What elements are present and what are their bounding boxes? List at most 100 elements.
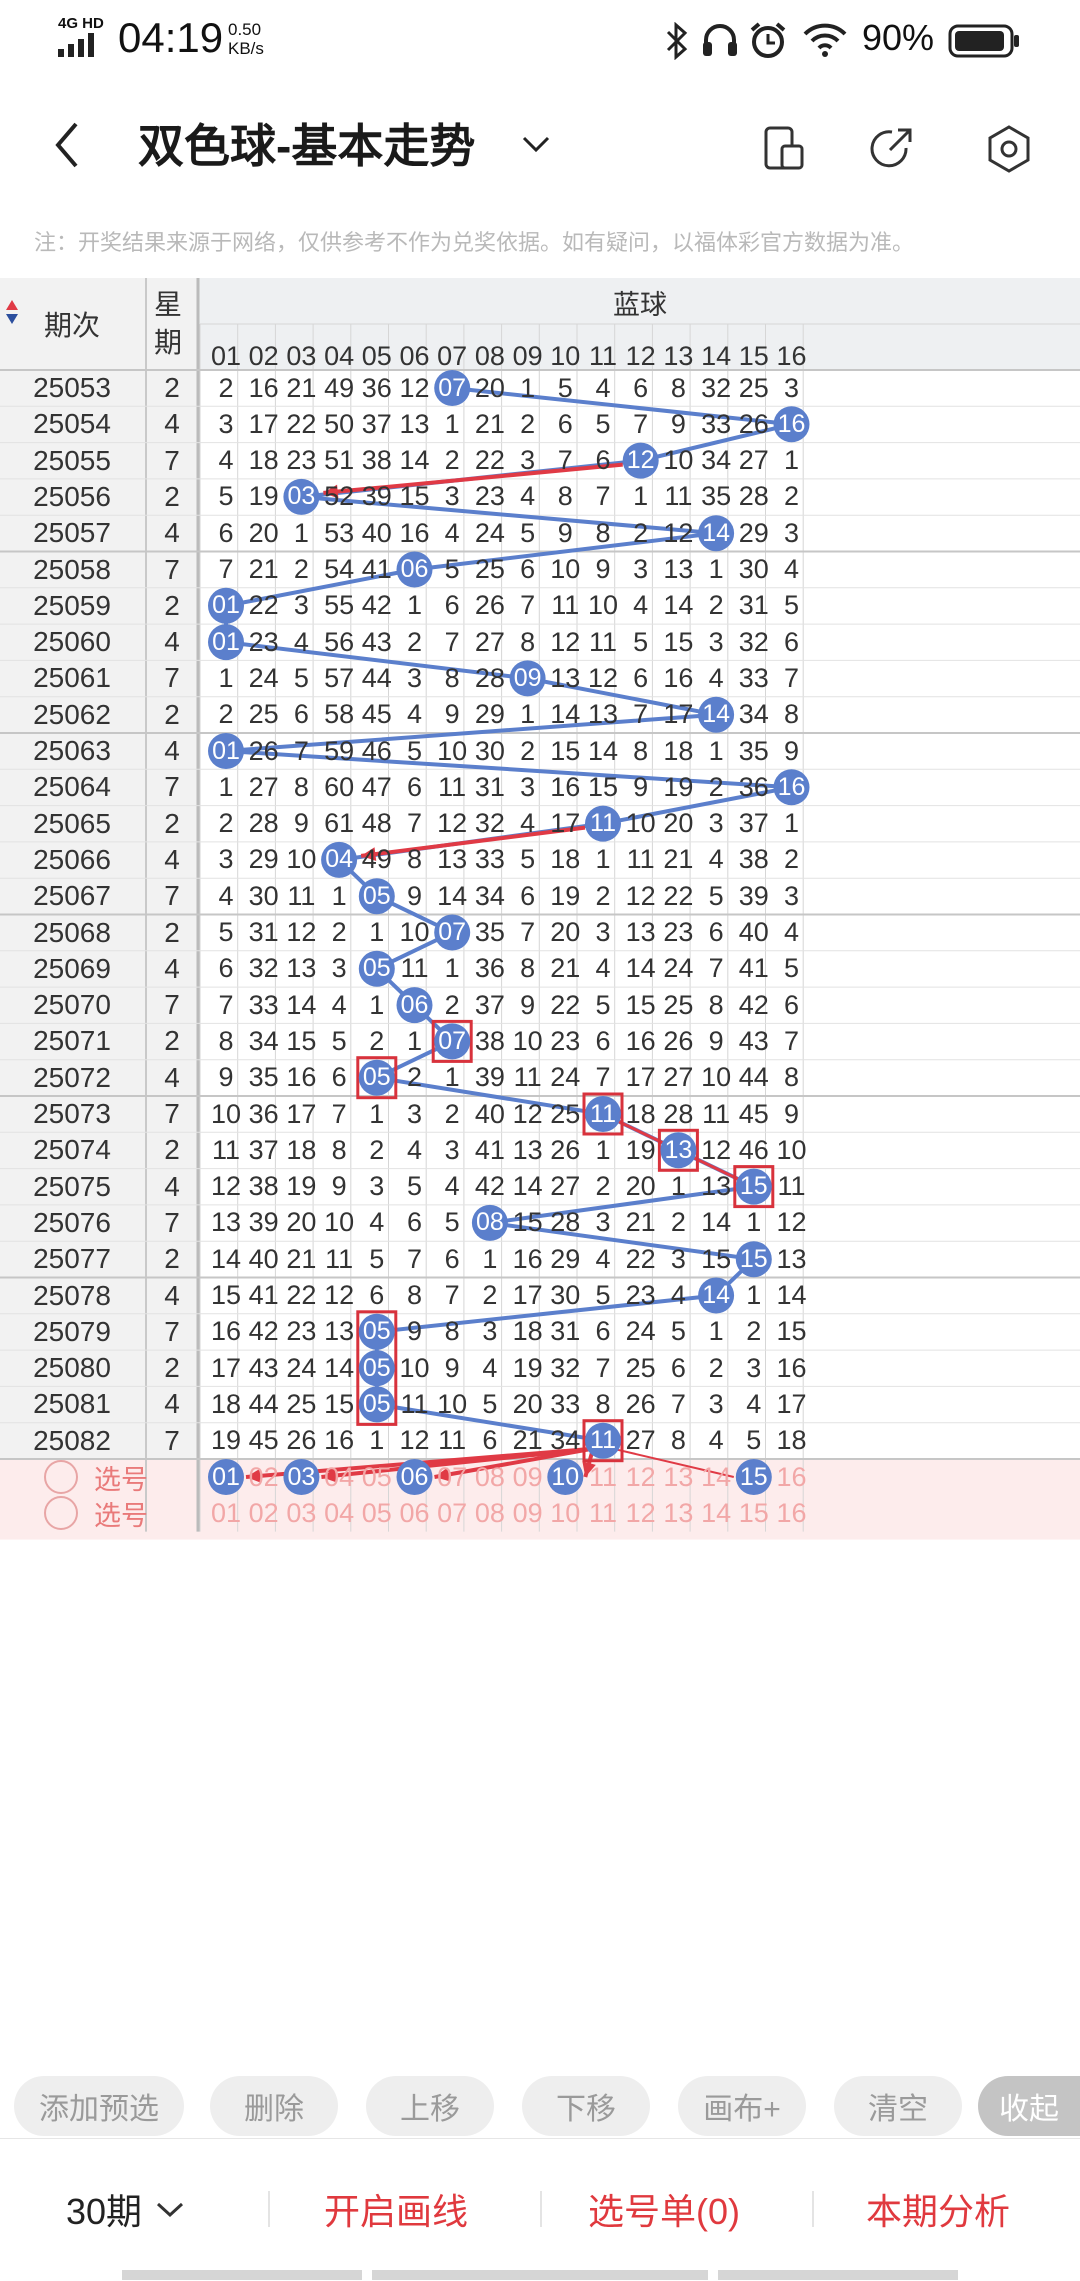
blue-ball[interactable] [585, 1422, 621, 1459]
analysis-button[interactable]: 本期分析 [866, 2191, 1011, 2232]
draw-line-button[interactable]: 开启画线 [324, 2191, 469, 2232]
pick-number[interactable]: 03 [286, 1497, 317, 1528]
blue-ball[interactable] [585, 805, 621, 842]
selected-number[interactable]: 15 [739, 1462, 768, 1491]
add-preselect-button[interactable]: 添加预选 [14, 2076, 184, 2136]
hit-number[interactable]: 01 [212, 591, 240, 620]
period-header[interactable]: 期次 [0, 298, 144, 350]
blue-ball[interactable] [434, 914, 471, 951]
selected-ball[interactable] [396, 1459, 433, 1495]
pick-number[interactable]: 11 [588, 1497, 618, 1528]
pick-number[interactable]: 08 [474, 1497, 505, 1528]
hit-number[interactable]: 05 [362, 954, 391, 983]
blue-ball[interactable] [735, 1241, 772, 1278]
hit-number[interactable]: 14 [702, 700, 730, 729]
pick-number[interactable]: 04 [324, 1461, 355, 1492]
pick-number[interactable]: 02 [248, 1461, 279, 1492]
settings-icon[interactable] [984, 124, 1034, 174]
hit-number[interactable]: 08 [475, 1208, 504, 1237]
hit-number[interactable]: 16 [777, 772, 806, 801]
clear-button[interactable]: 清空 [834, 2076, 962, 2136]
blue-ball[interactable] [396, 551, 433, 588]
selected-number[interactable]: 03 [287, 1462, 316, 1491]
blue-ball[interactable] [698, 696, 735, 733]
pick-number[interactable]: 14 [701, 1461, 732, 1492]
blue-ball[interactable] [396, 987, 433, 1024]
blue-ball[interactable] [434, 1023, 471, 1060]
hit-number[interactable]: 01 [212, 736, 240, 765]
hit-number[interactable]: 12 [626, 446, 655, 475]
hit-number[interactable]: 06 [400, 990, 429, 1019]
blue-ball[interactable] [585, 1096, 621, 1132]
pick-number[interactable]: 07 [437, 1461, 468, 1492]
selected-number[interactable]: 10 [551, 1462, 580, 1491]
blue-ball[interactable] [471, 1204, 508, 1241]
sort-icon[interactable] [4, 298, 20, 326]
pick-number[interactable]: 02 [248, 1497, 279, 1528]
blue-ball[interactable] [773, 769, 810, 806]
selected-number[interactable]: 01 [212, 1462, 240, 1491]
hit-number[interactable]: 07 [438, 918, 467, 946]
share-icon[interactable] [868, 124, 918, 174]
canvas-plus-button[interactable]: 画布+ [678, 2076, 806, 2136]
pick-number[interactable]: 16 [776, 1461, 807, 1492]
hit-number[interactable]: 01 [212, 627, 240, 656]
hit-number[interactable]: 07 [438, 1026, 467, 1055]
move-up-button[interactable]: 上移 [366, 2076, 494, 2136]
pick-row-toggle[interactable]: 选号 [44, 1451, 164, 1503]
delete-button[interactable]: 删除 [210, 2076, 338, 2136]
pick-list-button[interactable]: 选号单(0) [588, 2191, 740, 2232]
pick-number[interactable]: 08 [474, 1461, 505, 1492]
pick-number[interactable]: 05 [361, 1461, 392, 1492]
pick-row-toggle[interactable]: 选号 [44, 1487, 164, 1539]
blue-ball[interactable] [208, 733, 244, 769]
pick-number[interactable]: 01 [210, 1497, 242, 1528]
hit-number[interactable]: 05 [362, 1353, 391, 1382]
pick-number[interactable]: 09 [512, 1461, 543, 1492]
period-selector[interactable]: 30期 [66, 2179, 188, 2239]
hit-number[interactable]: 07 [438, 373, 467, 402]
radio-circle-icon[interactable] [44, 1460, 78, 1494]
blue-ball[interactable] [660, 1132, 697, 1169]
hit-number[interactable]: 05 [362, 1063, 391, 1092]
blue-ball[interactable] [321, 841, 358, 878]
pick-number[interactable]: 05 [361, 1497, 392, 1528]
hit-number[interactable]: 15 [739, 1244, 768, 1273]
selected-ball[interactable] [283, 1459, 320, 1495]
hit-number[interactable]: 14 [702, 1281, 730, 1309]
pick-number[interactable]: 11 [588, 1461, 618, 1492]
hit-number[interactable]: 05 [362, 1317, 391, 1346]
selected-ball[interactable] [208, 1459, 244, 1495]
hit-number[interactable]: 16 [777, 409, 806, 438]
blue-ball[interactable] [358, 1350, 395, 1387]
back-icon[interactable] [52, 120, 82, 170]
chevron-down-icon[interactable] [518, 132, 554, 158]
hit-number[interactable]: 11 [590, 809, 616, 838]
hit-number[interactable]: 05 [362, 881, 391, 910]
blue-ball[interactable] [509, 660, 546, 697]
pick-number[interactable]: 13 [663, 1497, 694, 1528]
blue-ball[interactable] [358, 1313, 395, 1350]
hit-number[interactable]: 14 [702, 518, 730, 547]
hit-number[interactable]: 11 [590, 1099, 616, 1128]
blue-ball[interactable] [622, 442, 659, 479]
pick-number[interactable]: 15 [738, 1497, 769, 1528]
hit-number[interactable]: 04 [325, 845, 353, 874]
blue-ball[interactable] [358, 1059, 395, 1096]
blue-ball[interactable] [698, 1277, 735, 1314]
blue-ball[interactable] [358, 1386, 395, 1423]
blue-ball[interactable] [773, 406, 810, 443]
blue-ball[interactable] [208, 624, 244, 661]
pick-number[interactable]: 16 [776, 1497, 807, 1528]
hit-number[interactable]: 15 [739, 1172, 768, 1201]
blue-ball[interactable] [434, 370, 471, 406]
selected-number[interactable]: 06 [400, 1462, 429, 1491]
hit-number[interactable]: 09 [513, 663, 542, 692]
hit-number[interactable]: 03 [287, 482, 316, 511]
pick-number[interactable]: 10 [550, 1497, 581, 1528]
blue-ball[interactable] [698, 515, 735, 552]
hit-number[interactable]: 13 [664, 1135, 693, 1164]
pick-number[interactable]: 06 [399, 1497, 430, 1528]
device-switch-icon[interactable] [758, 124, 808, 174]
pick-number[interactable]: 12 [625, 1497, 656, 1528]
